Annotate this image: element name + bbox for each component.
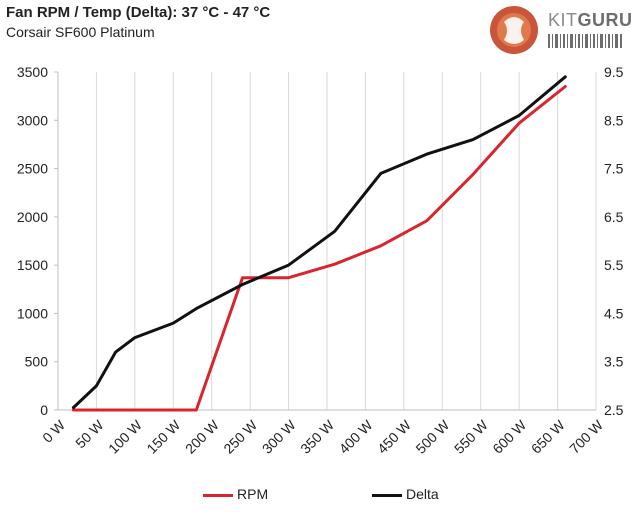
barcode-icon [548,34,622,48]
x-tick-label: 150 W [143,416,183,456]
x-tick-label: 50 W [72,416,107,451]
x-tick-label: 200 W [182,416,222,456]
y-tick-label-right: 8.5 [604,112,624,128]
kitguru-logo-text: KITGURU [548,10,631,30]
x-tick-label: 100 W [105,416,145,456]
y-tick-label-left: 1000 [17,305,48,321]
x-tick-label: 550 W [451,416,491,456]
y-tick-label-right: 6.5 [604,209,624,225]
y-tick-label-left: 2500 [17,161,48,177]
y-tick-label-left: 1500 [17,257,48,273]
x-tick-label: 700 W [566,416,606,456]
x-tick-label: 500 W [412,416,452,456]
chart-subtitle: Corsair SF600 Platinum [6,24,155,40]
series-line-delta [71,75,567,410]
chart-title: Fan RPM / Temp (Delta): 37 °C - 47 °C [6,4,271,21]
y-tick-label-left: 3500 [17,64,48,80]
y-tick-label-right: 9.5 [604,64,624,80]
kitguru-logo-icon [490,6,538,54]
kitguru-logo: KITGURU [488,0,631,60]
x-tick-label: 0 W [39,416,68,445]
legend-swatch-delta [372,494,402,497]
y-tick-label-left: 500 [25,354,49,370]
series-lines [71,75,567,412]
legend-label-delta: Delta [406,486,439,502]
y-tick-label-left: 3000 [17,112,48,128]
series-line-rpm [71,85,567,412]
y-tick-label-right: 3.5 [604,354,624,370]
legend-label-rpm: RPM [237,486,269,502]
x-tick-label: 400 W [336,416,376,456]
y-tick-label-right: 4.5 [604,305,624,321]
x-tick-label: 250 W [220,416,260,456]
grid-lines [95,72,597,410]
x-tick-label: 300 W [259,416,299,456]
x-tick-label: 450 W [374,416,414,456]
y-tick-label-left: 2000 [17,209,48,225]
y-tick-label-right: 7.5 [604,161,624,177]
x-tick-label: 600 W [489,416,529,456]
y-tick-label-right: 5.5 [604,257,624,273]
x-tick-label: 650 W [528,416,568,456]
x-tick-label: 350 W [297,416,337,456]
legend-swatch-rpm [203,494,233,497]
y-tick-label-left: 0 [40,402,48,418]
legend: RPM Delta [0,486,631,506]
y-tick-label-right: 2.5 [604,402,624,418]
